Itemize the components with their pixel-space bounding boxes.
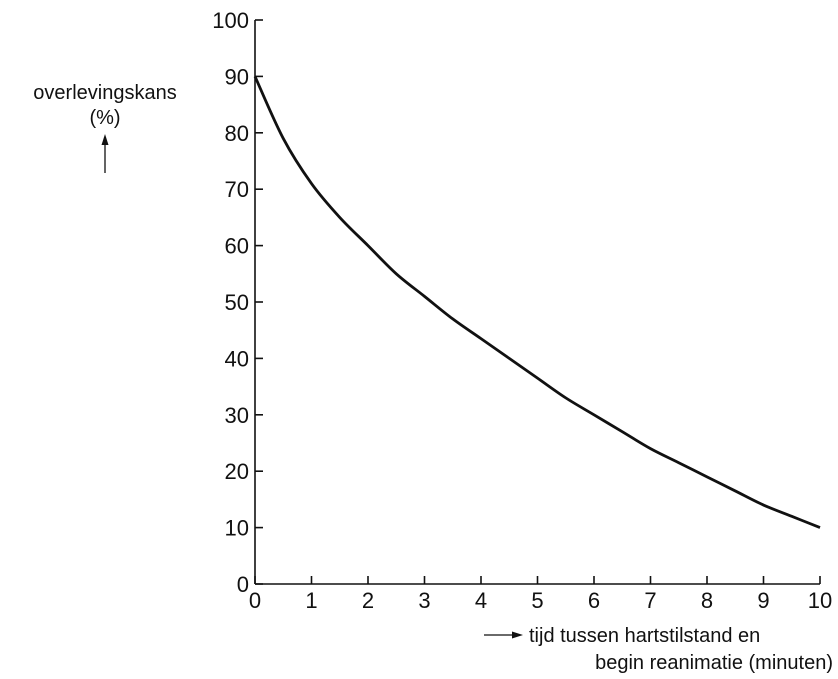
y-tick-label: 0 <box>237 572 249 597</box>
x-tick-label: 7 <box>644 588 656 613</box>
x-tick-label: 1 <box>305 588 317 613</box>
y-tick-label: 60 <box>225 234 249 259</box>
x-tick-label: 6 <box>588 588 600 613</box>
x-axis-right-arrow <box>484 631 523 639</box>
x-tick-label: 5 <box>531 588 543 613</box>
x-tick-label: 4 <box>475 588 487 613</box>
y-axis-up-arrow <box>101 134 109 173</box>
y-tick-label: 70 <box>225 177 249 202</box>
x-axis-title-line2: begin reanimatie (minuten) <box>595 652 833 674</box>
y-tick-label: 10 <box>225 516 249 541</box>
x-tick-label: 3 <box>418 588 430 613</box>
y-tick-label: 100 <box>212 8 249 33</box>
y-tick-label: 40 <box>225 346 249 371</box>
x-tick-label: 9 <box>757 588 769 613</box>
x-axis: 0 1 2 3 4 5 6 7 8 9 10 <box>249 576 832 613</box>
x-tick-label: 2 <box>362 588 374 613</box>
x-tick-label: 0 <box>249 588 261 613</box>
x-tick-label: 8 <box>701 588 713 613</box>
y-axis-title-line1: overlevingskans <box>33 82 176 104</box>
y-axis: 0 10 20 30 40 50 60 70 80 90 100 <box>212 8 263 597</box>
y-tick-label: 90 <box>225 64 249 89</box>
y-axis-title-line2: (%) <box>89 107 120 129</box>
y-tick-label: 50 <box>225 290 249 315</box>
survival-curve <box>253 75 821 529</box>
y-tick-label: 80 <box>225 121 249 146</box>
x-tick-label: 10 <box>808 588 832 613</box>
y-tick-label: 20 <box>225 459 249 484</box>
y-tick-label: 30 <box>225 403 249 428</box>
series-layer <box>253 75 821 529</box>
x-axis-title-line1: tijd tussen hartstilstand en <box>529 625 760 647</box>
